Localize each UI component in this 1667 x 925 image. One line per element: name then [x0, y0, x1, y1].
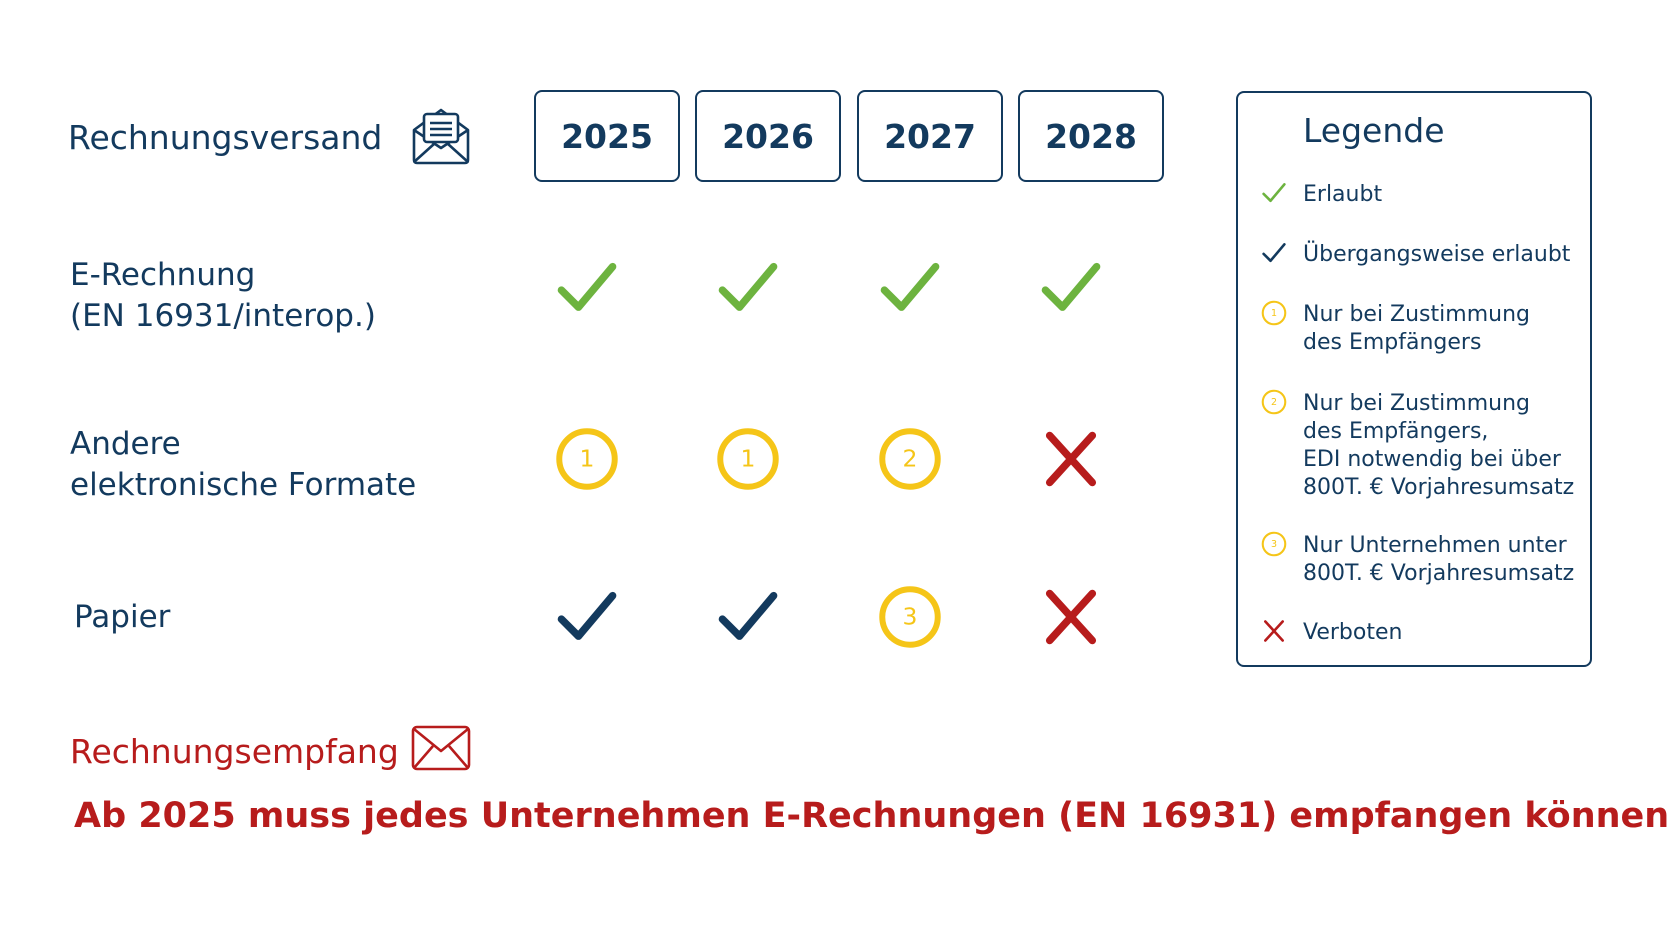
row-label-line: Papier	[74, 599, 171, 635]
row-label-line: Andere	[70, 426, 181, 462]
open-envelope-icon	[410, 104, 472, 166]
matrix-cell-allowed-icon	[1021, 248, 1121, 328]
legend-allowed-icon	[1260, 179, 1288, 207]
year-header-2027: 2027	[857, 90, 1003, 182]
legend-item-text: Nur Unternehmen unter 800T. € Vorjahresum…	[1303, 533, 1575, 586]
legend-consent-3-icon: 3	[1260, 530, 1288, 558]
legend-title: Legende	[1303, 111, 1445, 150]
legend-consent-1-icon: 1	[1260, 299, 1288, 327]
year-header-2026: 2026	[695, 90, 841, 182]
svg-text:2: 2	[1271, 397, 1277, 408]
row-label-line: elektronische Formate	[70, 467, 417, 503]
matrix-cell-allowed-icon	[698, 248, 798, 328]
svg-text:1: 1	[580, 445, 595, 473]
matrix-cell-consent-3-icon: 3	[860, 577, 960, 657]
legend-forbidden-icon	[1260, 617, 1288, 645]
svg-text:1: 1	[741, 445, 756, 473]
legend-item-text: Nur bei Zustimmung des Empfängers	[1303, 302, 1530, 355]
legend-item-text: Verboten	[1303, 620, 1403, 645]
send-section-title: Rechnungsversand	[68, 118, 383, 157]
matrix-cell-allowed-icon	[537, 248, 637, 328]
matrix-cell-allowed-icon	[860, 248, 960, 328]
matrix-cell-consent-1-icon: 1	[698, 419, 798, 499]
svg-text:3: 3	[903, 603, 918, 631]
receive-section-title: Rechnungsempfang	[70, 732, 399, 771]
legend-box: Legende Erlaubt Übergangsweise erlaubt 1 Nu…	[1236, 91, 1592, 667]
row-label-line: (EN 16931/interop.)	[70, 298, 376, 334]
legend-item-text: Nur bei Zustimmung des Empfängers, EDI not…	[1303, 391, 1575, 500]
legend-item-text: Übergangsweise erlaubt	[1303, 242, 1571, 267]
matrix-cell-consent-2-icon: 2	[860, 419, 960, 499]
matrix-cell-consent-1-icon: 1	[537, 419, 637, 499]
legend-transitional-icon	[1260, 239, 1288, 267]
row-label-line: E-Rechnung	[70, 257, 256, 293]
row-label-e-rechnung: E-Rechnung (EN 16931/interop.)	[70, 255, 376, 337]
envelope-icon	[410, 724, 472, 772]
year-header-2025: 2025	[534, 90, 680, 182]
matrix-cell-forbidden-icon	[1021, 577, 1121, 657]
legend-item-text: Erlaubt	[1303, 182, 1383, 207]
svg-text:3: 3	[1271, 539, 1277, 550]
bottom-note: Ab 2025 muss jedes Unternehmen E-Rechnun…	[74, 796, 1667, 836]
row-label-paper: Papier	[74, 597, 170, 638]
svg-text:1: 1	[1271, 308, 1277, 319]
year-header-2028: 2028	[1018, 90, 1164, 182]
row-label-other-formats: Andere elektronische Formate	[70, 424, 416, 506]
matrix-cell-transitional-icon	[537, 577, 637, 657]
matrix-cell-transitional-icon	[698, 577, 798, 657]
matrix-cell-forbidden-icon	[1021, 419, 1121, 499]
svg-text:2: 2	[903, 445, 918, 473]
legend-consent-2-icon: 2	[1260, 388, 1288, 416]
